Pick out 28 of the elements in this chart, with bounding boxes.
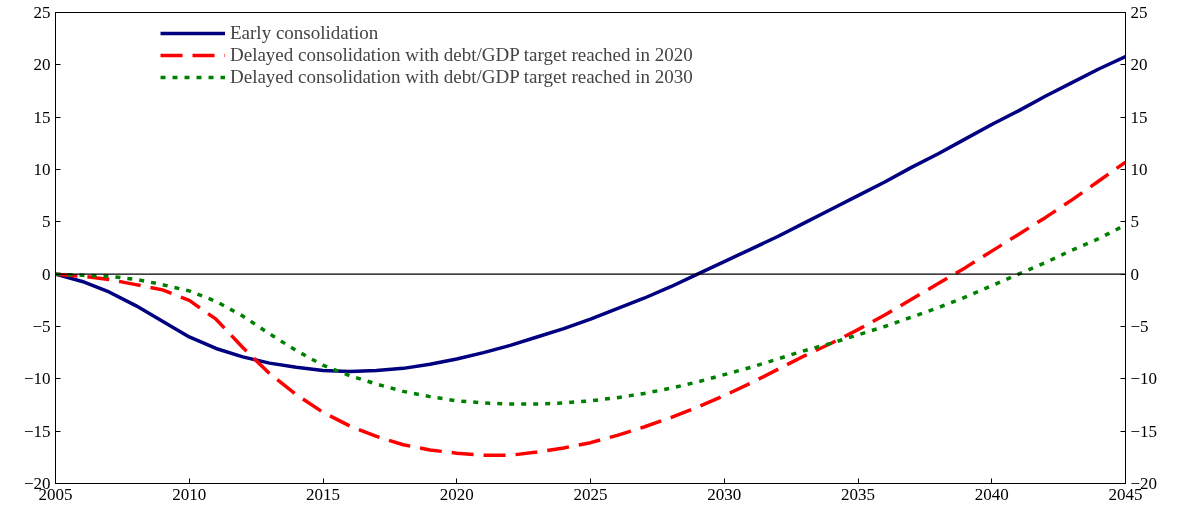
y-tick-label: 0	[42, 264, 51, 284]
y2-tick-label: 5	[1130, 212, 1139, 232]
x-tick-label: 2025	[573, 484, 608, 504]
legend-label: Delayed consolidation with debt/GDP target reached in 2030	[230, 66, 693, 88]
x-tick-label: 2040	[974, 484, 1009, 504]
y-tick-label: −15	[23, 421, 51, 441]
x-tick-label: 2035	[841, 484, 875, 504]
x-tick-label: 2010	[172, 484, 207, 504]
legend-label: Early consolidation	[230, 22, 379, 44]
y2-tick-label: −15	[1130, 421, 1158, 441]
y2-tick-label: 10	[1130, 160, 1148, 179]
y-tick-label: 25	[33, 3, 51, 22]
y2-tick-label: 20	[1130, 55, 1148, 75]
y2-tick-label: −5	[1130, 317, 1149, 336]
x-tick-label: 2015	[306, 484, 340, 504]
x-tick-label: 2020	[439, 484, 474, 504]
y-tick-label: 5	[42, 212, 51, 232]
x-tick-label: 2030	[707, 484, 742, 504]
y2-tick-label: 25	[1130, 3, 1148, 22]
y-tick-label: 15	[33, 107, 51, 127]
y-tick-label: 20	[33, 55, 51, 75]
y2-tick-label: −10	[1130, 369, 1158, 389]
y-tick-label: −5	[32, 317, 51, 336]
y-tick-label: −10	[23, 369, 51, 389]
legend-label: Delayed consolidation with debt/GDP target reached in 2020	[230, 44, 693, 66]
y2-tick-label: 15	[1130, 107, 1148, 127]
y2-tick-label: 0	[1130, 264, 1139, 284]
y-tick-label: 10	[33, 160, 51, 179]
